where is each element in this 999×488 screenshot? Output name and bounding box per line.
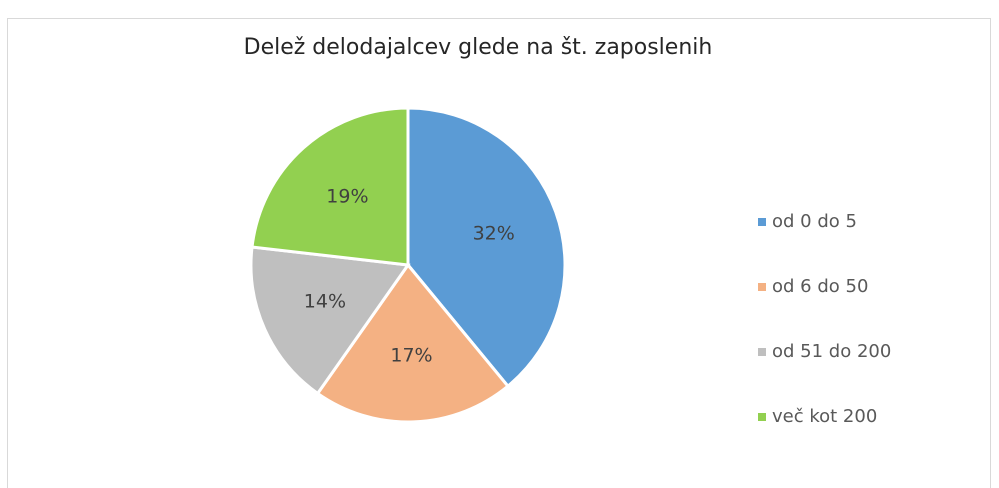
value-label: 17% — [390, 344, 432, 366]
legend-label: od 6 do 50 — [772, 276, 868, 297]
pie-slice — [249, 245, 411, 396]
pie-slice — [250, 106, 410, 267]
pie-slice — [406, 106, 567, 389]
legend-label: od 0 do 5 — [772, 211, 857, 232]
value-label: 19% — [326, 186, 368, 208]
legend-swatch — [758, 218, 766, 226]
value-label: 14% — [304, 291, 346, 313]
chart-title: Delež delodajalcev glede na št. zaposlen… — [244, 35, 713, 60]
pie-slice — [315, 262, 511, 424]
value-label: 32% — [473, 223, 515, 245]
legend-label: od 51 do 200 — [772, 341, 891, 362]
legend-swatch — [758, 283, 766, 291]
legend-swatch — [758, 348, 766, 356]
legend-label: več kot 200 — [772, 406, 877, 427]
legend-swatch — [758, 413, 766, 421]
